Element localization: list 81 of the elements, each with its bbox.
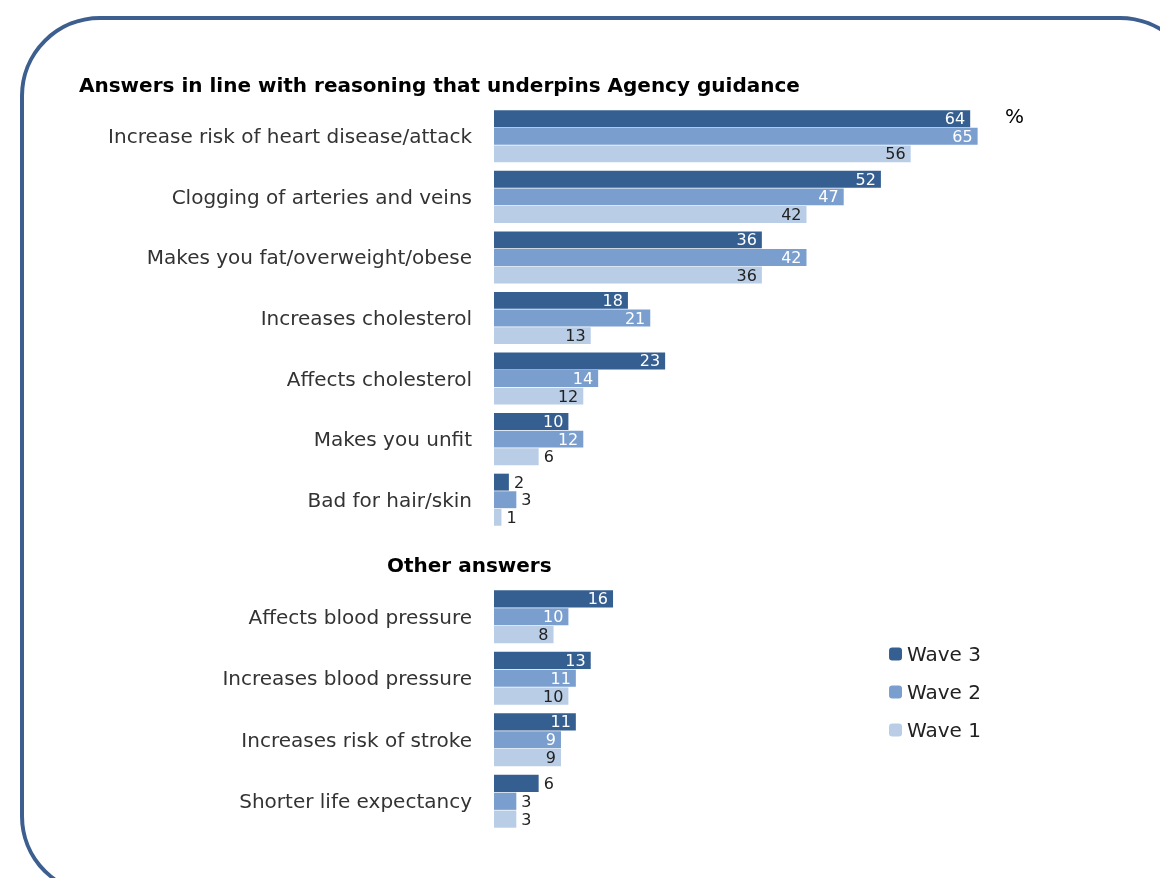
bar (494, 430, 584, 448)
bar (494, 110, 971, 128)
bar (494, 231, 762, 249)
data-label: 8 (538, 625, 549, 645)
data-label: 6 (543, 447, 554, 467)
data-label: 42 (781, 247, 802, 267)
bar (494, 413, 569, 431)
bar (494, 127, 978, 145)
bar (494, 291, 628, 309)
y-tick-label: Affects cholesterol (286, 366, 472, 391)
data-label: 3 (521, 809, 532, 829)
data-label: 47 (818, 187, 839, 207)
bar (494, 370, 599, 388)
bar (494, 713, 576, 731)
data-label: 13 (565, 326, 586, 346)
data-label: 56 (885, 144, 906, 164)
data-label: 36 (736, 265, 757, 285)
data-label: 16 (587, 589, 609, 609)
bar (494, 508, 502, 526)
y-tick-label: Makes you fat/overweight/obese (146, 245, 472, 270)
data-label: 1 (506, 507, 517, 527)
y-tick-label: Increases blood pressure (222, 666, 472, 691)
data-label: 52 (855, 169, 876, 189)
data-label: 42 (781, 204, 802, 224)
data-label: 10 (543, 686, 564, 706)
bar (494, 205, 807, 223)
y-tick-label: Increase risk of heart disease/attack (108, 124, 473, 149)
data-label: 6 (543, 773, 554, 793)
legend-label: Wave 2 (907, 680, 982, 704)
y-tick-label: Increases cholesterol (260, 306, 472, 330)
bar (494, 448, 539, 466)
bar (494, 145, 911, 163)
legend-label: Wave 1 (907, 718, 982, 742)
data-label: 12 (557, 386, 579, 406)
data-label: 14 (572, 369, 594, 389)
bar (494, 387, 584, 405)
bar (494, 248, 807, 266)
data-label: 18 (602, 290, 623, 310)
bar (494, 669, 576, 687)
bar (494, 266, 762, 284)
y-tick-label: Clogging of arteries and veins (171, 184, 472, 209)
data-label: 10 (543, 412, 564, 432)
data-label: 64 (944, 109, 966, 129)
bar (494, 810, 517, 828)
bar (494, 188, 844, 206)
bar (494, 170, 881, 188)
bar (494, 626, 554, 644)
bar (494, 590, 614, 608)
y-tick-label: Makes you unfit (313, 427, 473, 452)
data-label: 11 (550, 712, 571, 732)
bar (494, 327, 591, 345)
y-tick-label: Shorter life expectancy (239, 789, 473, 814)
data-label: 3 (521, 791, 532, 811)
bar (494, 309, 651, 327)
y-tick-label: Increases risk of stroke (241, 727, 472, 752)
y-tick-label: Affects blood pressure (248, 604, 472, 629)
legend-label: Wave 3 (907, 642, 982, 666)
y-tick-label: Bad for hair/skin (307, 487, 472, 512)
bar (494, 352, 666, 370)
bar (494, 731, 561, 749)
chart-title: Other answers (387, 553, 552, 577)
data-label: 13 (565, 650, 586, 670)
text: % (1005, 104, 1025, 128)
bar (494, 473, 509, 491)
data-label: 2 (513, 472, 525, 492)
data-label: 36 (736, 230, 757, 250)
data-label: 3 (521, 490, 532, 510)
data-label: 9 (545, 748, 556, 768)
data-label: 10 (543, 607, 564, 627)
data-label: 12 (557, 429, 579, 449)
data-label: 65 (952, 126, 973, 146)
data-label: 11 (550, 668, 571, 688)
data-label: 23 (639, 351, 661, 371)
chart-title: Answers in line with reasoning that underpins Agency guidance (79, 73, 800, 97)
bar (494, 774, 539, 792)
bar (494, 651, 591, 669)
bar (494, 749, 561, 767)
bar (494, 491, 517, 509)
bar (494, 792, 517, 810)
data-label: 9 (545, 730, 556, 750)
data-label: 21 (624, 308, 646, 328)
